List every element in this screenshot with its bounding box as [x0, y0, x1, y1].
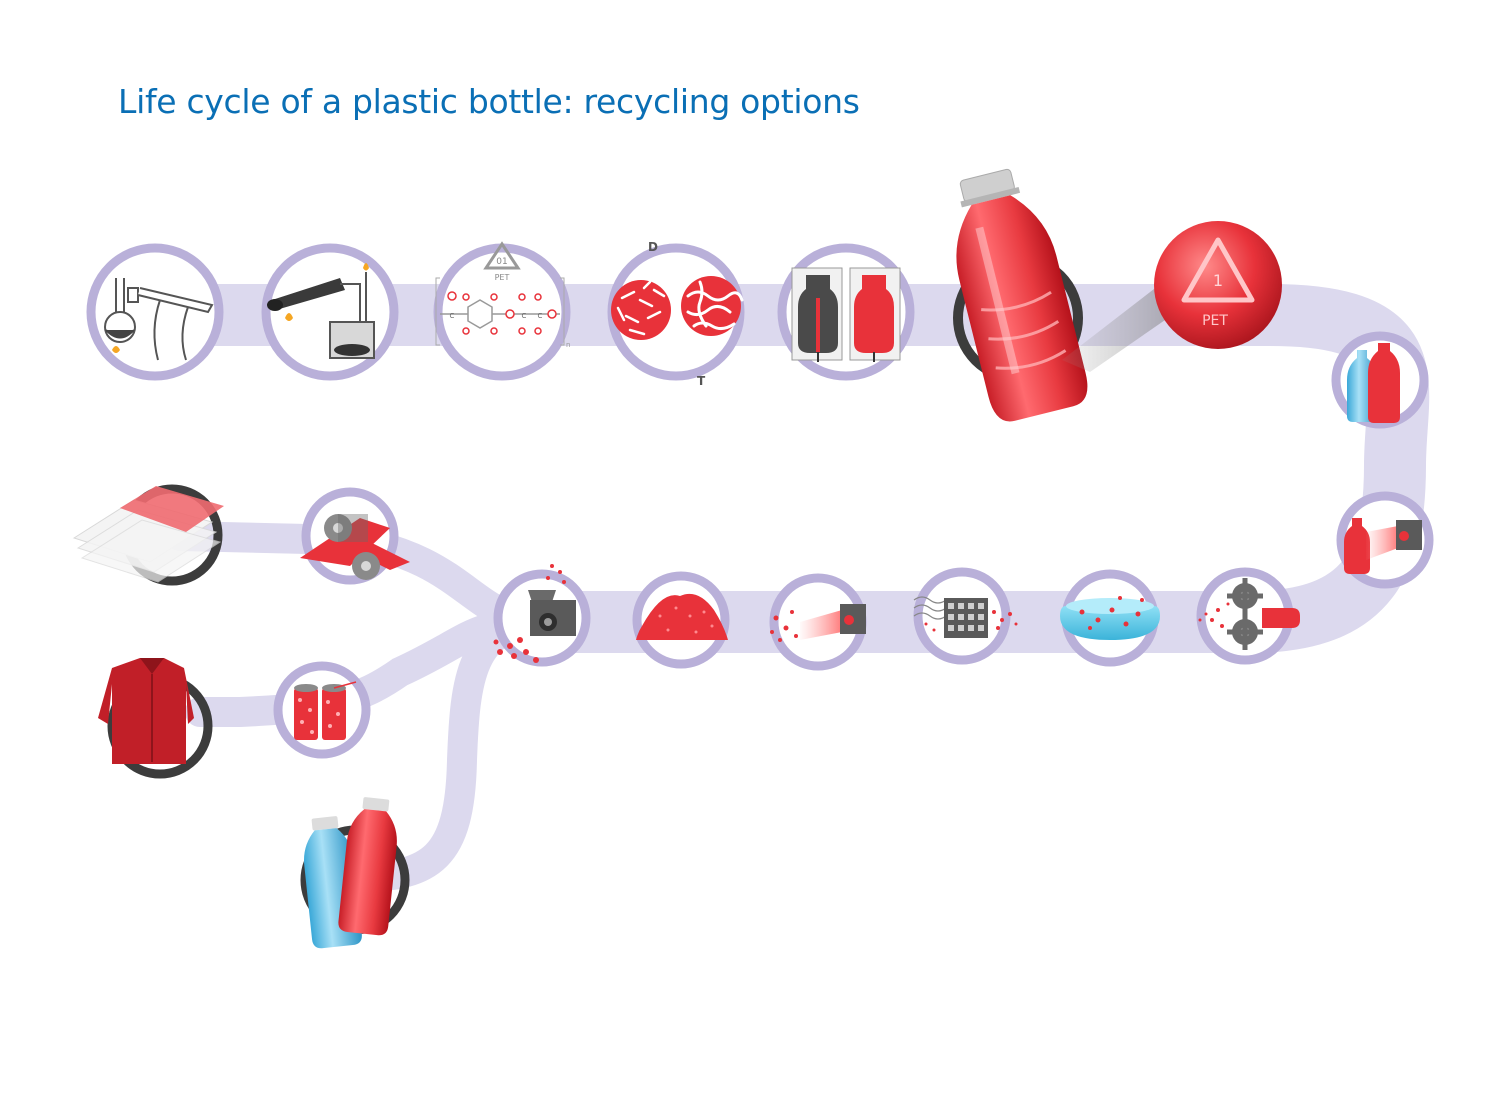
- svg-text:C: C: [522, 312, 527, 320]
- svg-text:D: D: [648, 240, 658, 254]
- svg-text:PET: PET: [495, 273, 510, 282]
- svg-text:T: T: [697, 374, 706, 388]
- washing-bath-icon: [1060, 596, 1160, 640]
- red-bottle-icon: [936, 163, 1093, 426]
- new-bottles-icon: [299, 796, 405, 950]
- svg-text:C: C: [538, 312, 543, 320]
- svg-text:C: C: [450, 312, 455, 320]
- svg-text:n: n: [566, 341, 570, 349]
- fleece-jacket-icon: [98, 658, 208, 774]
- svg-text:PET: PET: [1202, 313, 1228, 329]
- plastic-sheets-icon: [74, 486, 224, 582]
- svg-text:1: 1: [1213, 271, 1223, 290]
- svg-text:01: 01: [496, 257, 507, 267]
- pet-symbol-zoom-icon: 1 PET: [1154, 221, 1282, 349]
